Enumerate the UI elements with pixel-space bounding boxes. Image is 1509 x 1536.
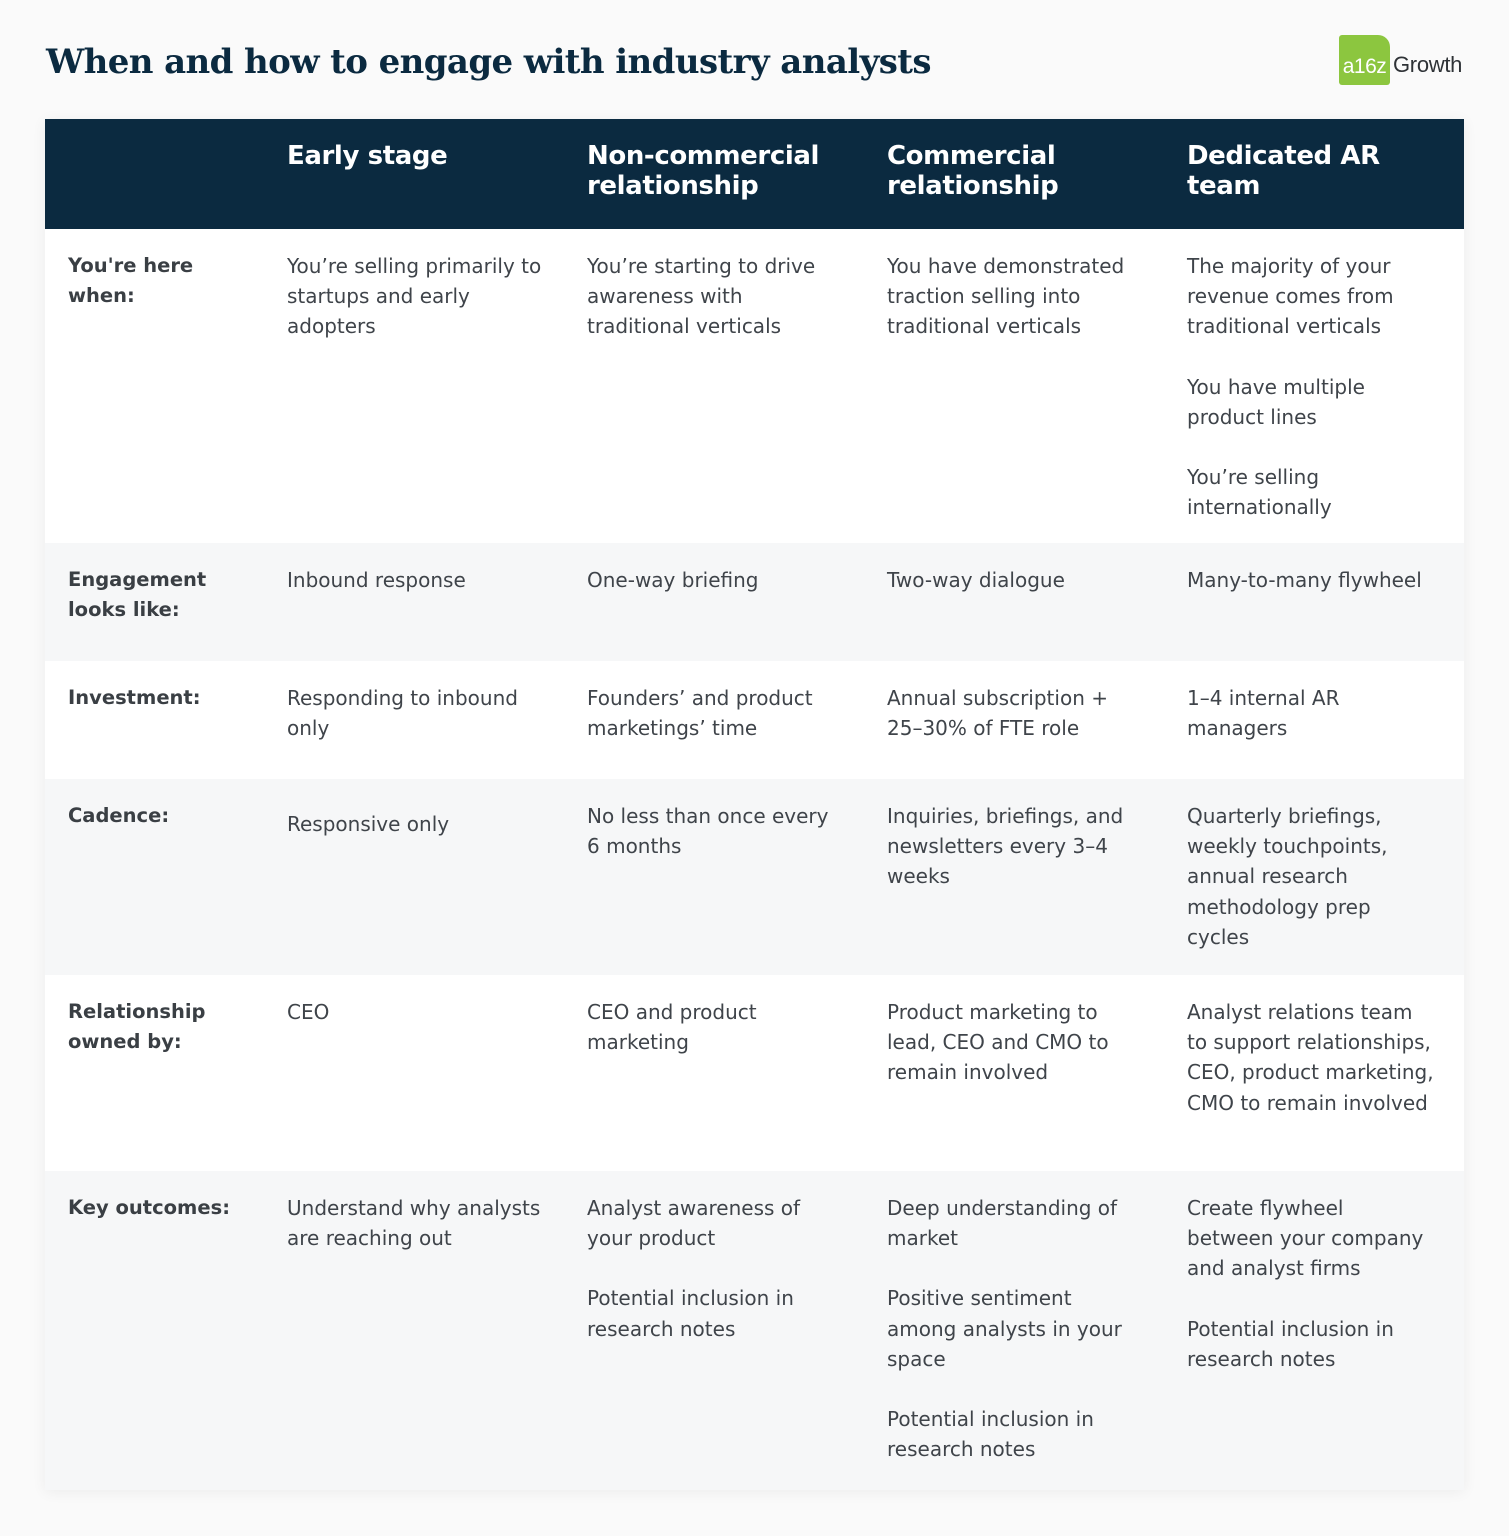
column-header-early-stage: Early stage bbox=[287, 141, 448, 171]
table-cell: One-way briefing bbox=[587, 565, 845, 595]
cell-text: Positive sentiment among analysts in you… bbox=[887, 1286, 1122, 1371]
table-cell: Analyst relations team to support relati… bbox=[1187, 997, 1435, 1118]
cell-text: Create flywheel between your company and… bbox=[1187, 1196, 1424, 1281]
table-cell: You’re starting to drive awareness with … bbox=[587, 251, 845, 342]
table-cell: Analyst awareness of your product Potenti… bbox=[587, 1193, 845, 1344]
row-label: Relationship owned by: bbox=[68, 1000, 206, 1053]
table-cell: Two-way dialogue bbox=[887, 565, 1145, 595]
table-cell: Understand why analysts are reaching out bbox=[287, 1193, 545, 1253]
table-cell: You’re selling primarily to startups and… bbox=[287, 251, 545, 342]
table-cell: CEO bbox=[287, 997, 545, 1027]
logo-badge: a16z bbox=[1339, 35, 1390, 85]
table-row: Investment: Responding to inbound only Fou… bbox=[45, 661, 1464, 779]
cell-text: Analyst awareness of your product bbox=[587, 1196, 801, 1251]
table-cell: Responsive only bbox=[287, 809, 545, 839]
cell-text: Many-to-many flywheel bbox=[1187, 568, 1422, 592]
comparison-table: Early stage Non-commercial relationship … bbox=[45, 119, 1464, 1490]
table-cell: Many-to-many flywheel bbox=[1187, 565, 1435, 595]
table-row: Engagement looks like: Inbound response On… bbox=[45, 543, 1464, 661]
cell-text: CEO and product marketing bbox=[587, 1000, 757, 1055]
cell-text: No less than once every 6 months bbox=[587, 804, 829, 859]
cell-text: Two-way dialogue bbox=[887, 568, 1065, 592]
cell-text: Inquiries, briefings, and newsletters ev… bbox=[887, 804, 1124, 889]
cell-text: Deep understanding of market bbox=[887, 1196, 1118, 1251]
table-header: Early stage Non-commercial relationship … bbox=[45, 119, 1464, 229]
table-cell: Create flywheel between your company and… bbox=[1187, 1193, 1435, 1374]
table-row: You're here when: You’re selling primaril… bbox=[45, 229, 1464, 543]
cell-text: Understand why analysts are reaching out bbox=[287, 1196, 541, 1251]
cell-text: Responding to inbound only bbox=[287, 686, 518, 741]
logo-wordmark: Growth bbox=[1393, 52, 1463, 77]
table-cell: Annual subscription + 25–30% of FTE role bbox=[887, 683, 1145, 743]
cell-text: The majority of your revenue comes from … bbox=[1187, 254, 1394, 339]
column-header-dedicated-ar: Dedicated AR team bbox=[1187, 141, 1380, 201]
table-cell: Quarterly briefings, weekly touchpoints,… bbox=[1187, 801, 1435, 952]
a16z-growth-logo: a16z Growth bbox=[1339, 35, 1462, 85]
table-cell: Inquiries, briefings, and newsletters ev… bbox=[887, 801, 1145, 892]
page-title: When and how to engage with industry ana… bbox=[46, 42, 932, 82]
table-cell: 1–4 internal AR managers bbox=[1187, 683, 1435, 743]
cell-text: Analyst relations team to support relati… bbox=[1187, 1000, 1434, 1115]
column-header-non-commercial: Non-commercial relationship bbox=[587, 141, 820, 201]
table-row: Cadence: Responsive only No less than once… bbox=[45, 779, 1464, 975]
cell-text: Annual subscription + 25–30% of FTE role bbox=[887, 686, 1108, 741]
table-cell: Responding to inbound only bbox=[287, 683, 545, 743]
cell-text: 1–4 internal AR managers bbox=[1187, 686, 1340, 741]
cell-text: Inbound response bbox=[287, 568, 466, 592]
cell-text: Potential inclusion in research notes bbox=[1187, 1316, 1394, 1371]
table-cell: Founders’ and product marketings’ time bbox=[587, 683, 845, 743]
cell-text: You’re starting to drive awareness with … bbox=[587, 254, 816, 339]
table-cell: No less than once every 6 months bbox=[587, 801, 845, 861]
cell-text: You have demonstrated traction selling i… bbox=[887, 254, 1125, 339]
table-cell: The majority of your revenue comes from … bbox=[1187, 251, 1435, 522]
row-label: Cadence: bbox=[68, 804, 170, 827]
logo-badge-text: a16z bbox=[1342, 55, 1387, 78]
row-label: Engagement looks like: bbox=[68, 568, 207, 621]
table-cell: Deep understanding of market Positive sen… bbox=[887, 1193, 1145, 1464]
cell-text: CEO bbox=[287, 1000, 330, 1024]
row-label: You're here when: bbox=[68, 254, 194, 307]
cell-text: You have multiple product lines bbox=[1187, 374, 1365, 429]
cell-text: Product marketing to lead, CEO and CMO t… bbox=[887, 1000, 1109, 1085]
table-row: Key outcomes: Understand why analysts are… bbox=[45, 1171, 1464, 1490]
row-label: Investment: bbox=[68, 686, 201, 709]
cell-text: You’re selling internationally bbox=[1187, 465, 1332, 520]
table-row: Relationship owned by: CEO CEO and product… bbox=[45, 975, 1464, 1171]
row-label: Key outcomes: bbox=[68, 1196, 230, 1219]
cell-text: Quarterly briefings, weekly touchpoints,… bbox=[1187, 804, 1388, 949]
cell-text: Founders’ and product marketings’ time bbox=[587, 686, 813, 741]
table-cell: Inbound response bbox=[287, 565, 545, 595]
cell-text: You’re selling primarily to startups and… bbox=[287, 254, 542, 339]
column-header-commercial: Commercial relationship bbox=[887, 141, 1059, 201]
cell-text: One-way briefing bbox=[587, 568, 759, 592]
table-cell: You have demonstrated traction selling i… bbox=[887, 251, 1145, 342]
table-cell: Product marketing to lead, CEO and CMO t… bbox=[887, 997, 1145, 1088]
table-cell: CEO and product marketing bbox=[587, 997, 845, 1057]
cell-text: Responsive only bbox=[287, 812, 450, 836]
cell-text: Potential inclusion in research notes bbox=[887, 1407, 1094, 1462]
cell-text: Potential inclusion in research notes bbox=[587, 1286, 794, 1341]
